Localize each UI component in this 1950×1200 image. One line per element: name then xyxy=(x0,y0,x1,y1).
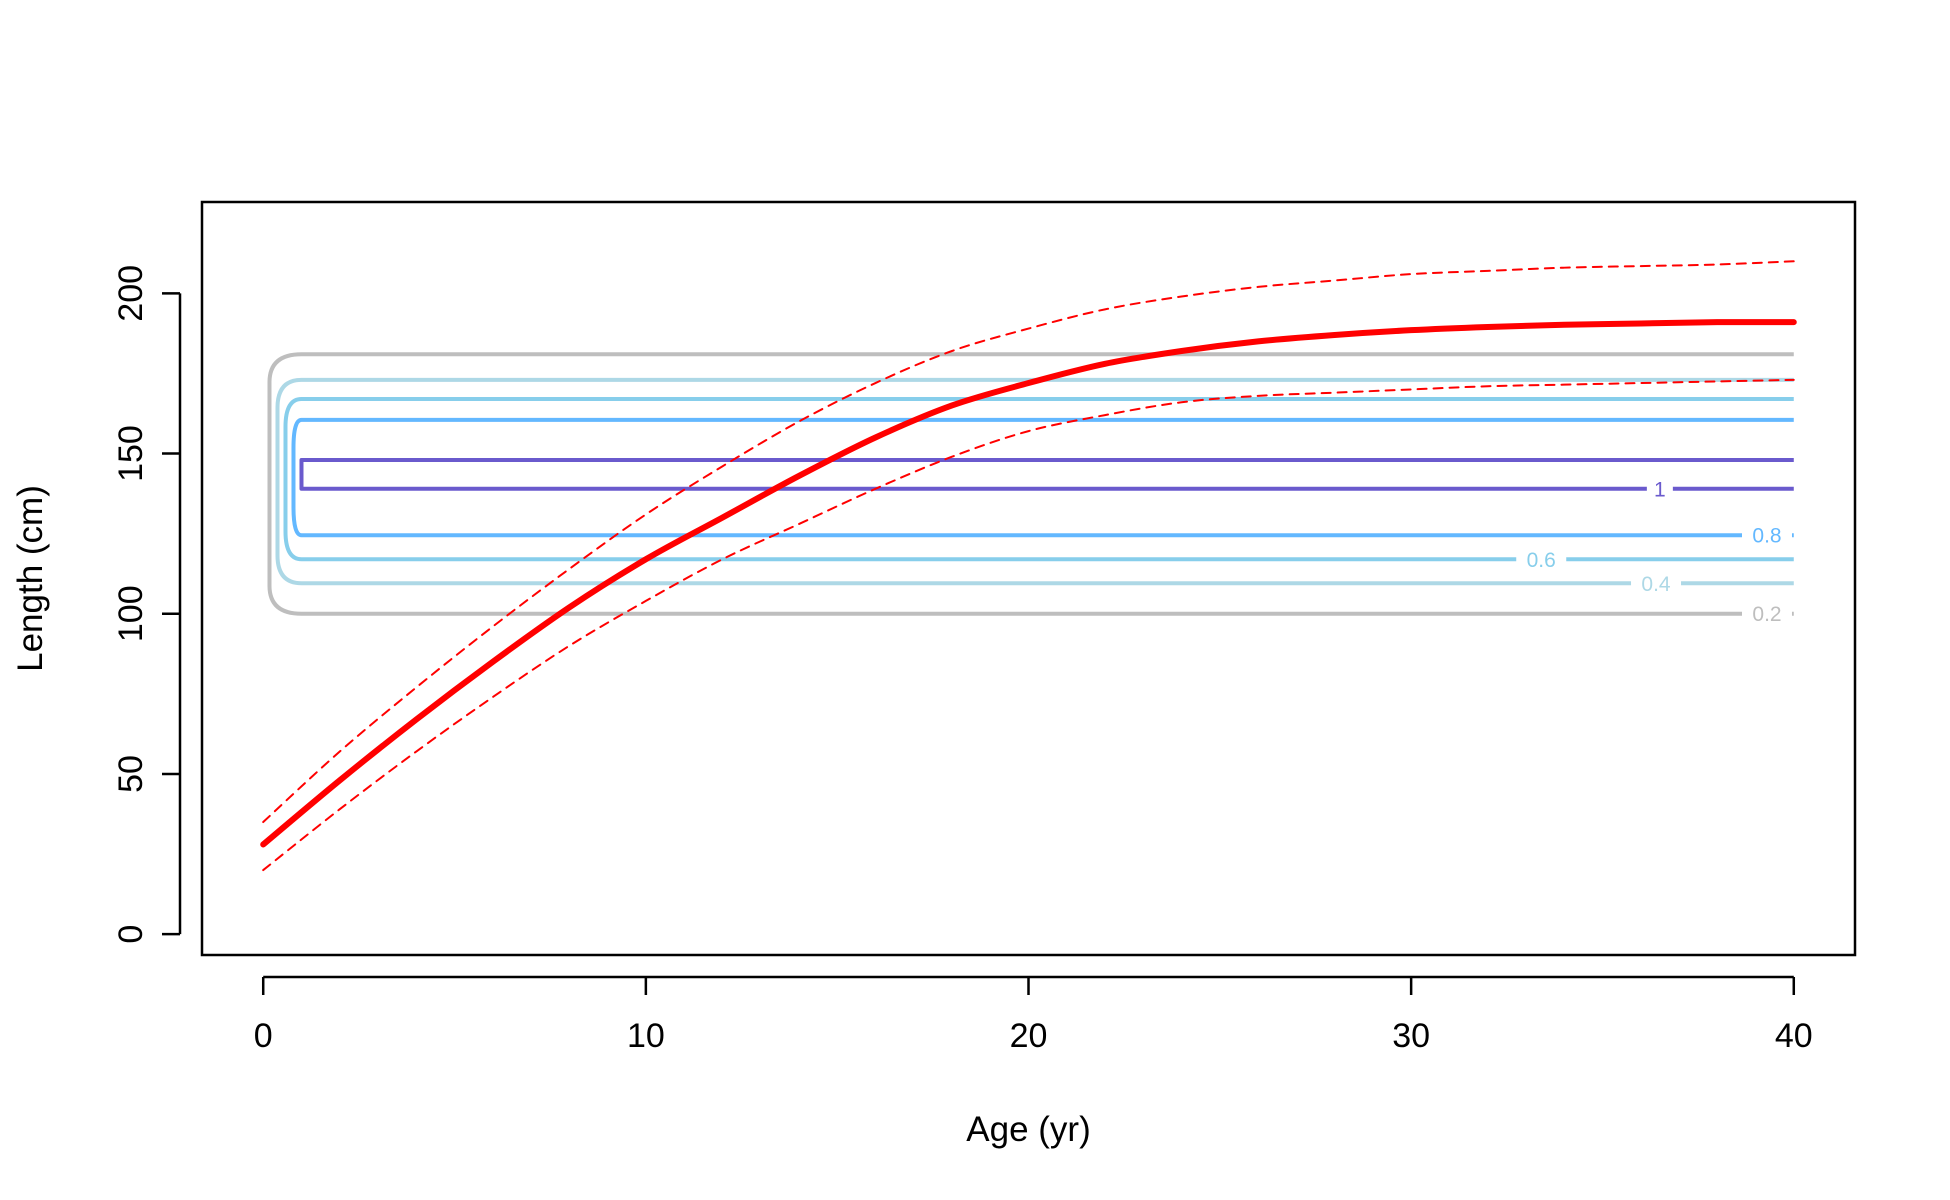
contour-0-8 xyxy=(291,417,1794,538)
contour-label-bg xyxy=(1741,523,1792,548)
plot-frame xyxy=(200,200,1857,957)
x-axis-title: Age (yr) xyxy=(966,1110,1090,1149)
contour-label-bg xyxy=(1516,547,1567,572)
y-tick-label: 50 xyxy=(112,755,150,793)
x-tick-label: 40 xyxy=(1775,1017,1813,1055)
x-tick-label: 10 xyxy=(627,1017,665,1055)
y-tick-label: 100 xyxy=(112,585,150,642)
contour-label: 1 xyxy=(1654,478,1666,501)
contour-label-layer: 0.2 0.4 0.6 0.8 1 xyxy=(1516,476,1792,626)
contour-1 xyxy=(299,457,1794,491)
contour-0-6 xyxy=(283,397,1794,562)
contour-label-bg xyxy=(1631,571,1682,596)
y-tick-label: 150 xyxy=(112,425,150,482)
x-tick-label: 20 xyxy=(1010,1017,1048,1055)
y-axis-title: Length (cm) xyxy=(11,485,50,672)
x-tick-label: 30 xyxy=(1392,1017,1430,1055)
contour-label: 0.4 xyxy=(1641,573,1671,596)
axis-layer: 0 10 20 30 40 0 50 100 150 200 xyxy=(112,265,1813,1055)
contour-label: 0.6 xyxy=(1527,549,1556,572)
contour-label-bg xyxy=(1741,601,1792,626)
contour-label: 0.2 xyxy=(1752,603,1781,626)
contour-0-4 xyxy=(275,377,1794,586)
contour-0-2 xyxy=(267,352,1794,616)
contour-label-bg xyxy=(1646,476,1673,501)
series-upper-line xyxy=(262,260,1795,824)
series-lower-line xyxy=(262,378,1795,872)
contour-label: 0.8 xyxy=(1752,525,1781,548)
series-layer xyxy=(260,260,1797,872)
y-tick-label: 200 xyxy=(112,265,150,322)
y-tick-label: 0 xyxy=(112,925,150,944)
x-tick-label: 0 xyxy=(254,1017,273,1055)
series-mean-line xyxy=(260,319,1797,848)
contour-layer xyxy=(267,352,1794,616)
